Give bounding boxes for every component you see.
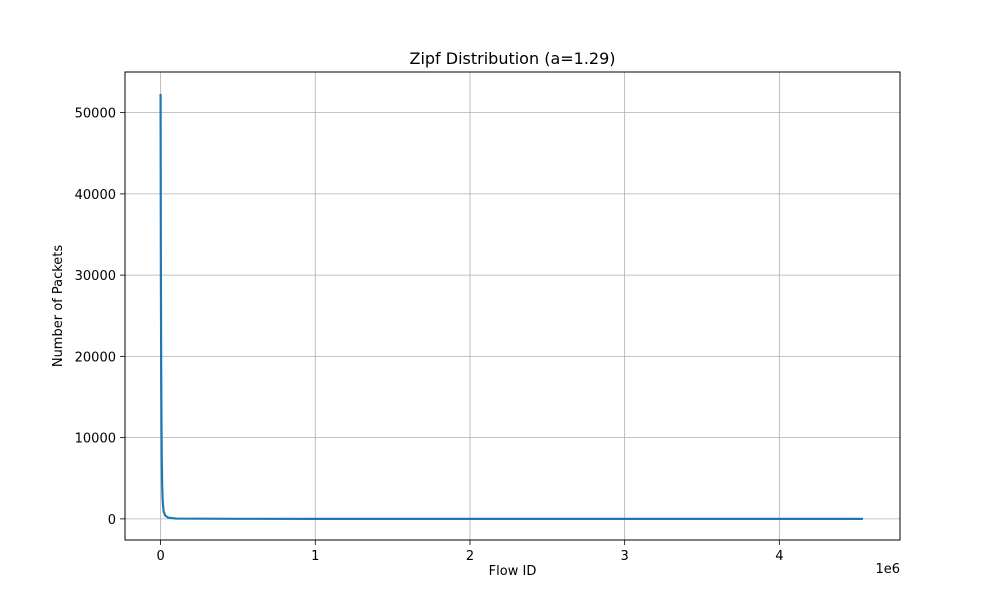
x-tick-label: 4 [775,549,783,564]
zipf-series-line [159,93,863,520]
y-tick-label: 20000 [75,350,116,365]
y-tick-label: 40000 [75,188,116,203]
y-tick-label: 10000 [75,432,116,447]
series-layer [159,93,863,520]
chart-title: Zipf Distribution (a=1.29) [409,49,615,68]
x-tick-label: 1 [311,549,319,564]
x-tick-label: 3 [621,549,629,564]
y-tick-label: 0 [108,513,116,528]
y-tick-label: 50000 [75,107,116,122]
y-tick-label: 30000 [75,269,116,284]
ticks: 0 1 2 3 4 0 10000 20000 30000 40000 50000 [75,107,784,564]
x-axis-offset-text: 1e6 [875,562,900,577]
x-tick-label: 0 [156,549,164,564]
y-axis-label: Number of Packets [51,245,66,368]
x-tick-label: 2 [466,549,474,564]
plot-frame [124,71,901,541]
x-axis-label: Flow ID [489,564,537,579]
